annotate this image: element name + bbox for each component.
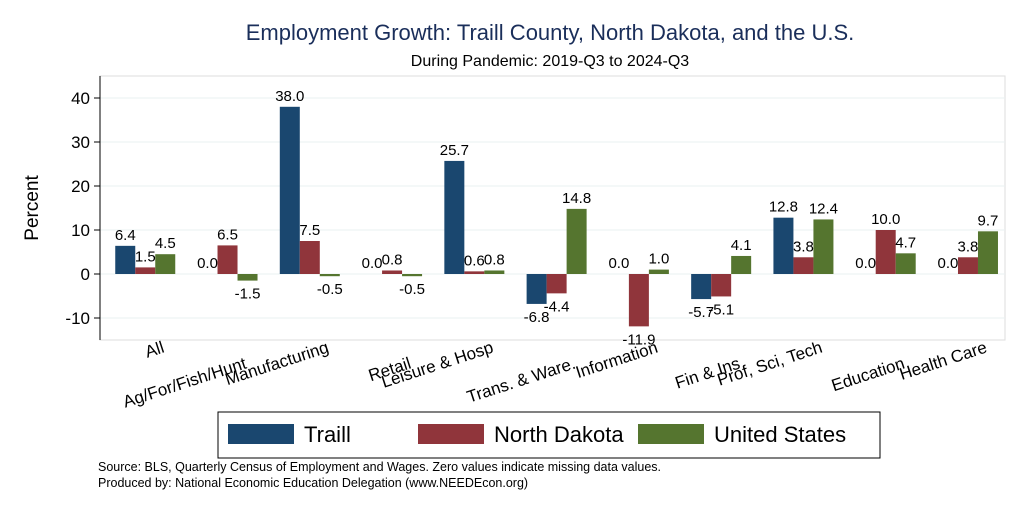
producer-note: Produced by: National Economic Education… xyxy=(98,476,528,490)
legend-box xyxy=(217,411,881,459)
data-label: 4.5 xyxy=(155,235,176,252)
bar-north-dakota xyxy=(382,270,403,274)
category-label: Trans. & Ware. xyxy=(464,354,577,407)
bar-north-dakota xyxy=(464,271,485,274)
bar-north-dakota xyxy=(546,274,567,294)
data-labels: 6.41.54.50.06.5-1.538.07.5-0.50.0 0.8-0.5… xyxy=(115,88,999,349)
data-label: 4.7 xyxy=(895,234,916,251)
data-label: 3.8 xyxy=(793,238,814,255)
category-label: Health Care xyxy=(897,338,989,384)
bar-north-dakota xyxy=(628,274,649,327)
legend-label: United States xyxy=(714,422,846,447)
data-label: 12.4 xyxy=(809,200,838,217)
data-label: 6.4 xyxy=(115,227,136,244)
data-label: 0.8 xyxy=(382,251,403,268)
bar-north-dakota xyxy=(957,257,978,274)
legend-label: North Dakota xyxy=(494,422,624,447)
y-ticks: -10 0 10 20 30 40 xyxy=(65,76,101,340)
category-label: Information xyxy=(573,338,660,382)
legend: Traill North Dakota United States xyxy=(217,411,881,459)
bar-united-states xyxy=(155,254,176,274)
data-label: -0.5 xyxy=(399,281,425,298)
y-axis-label: Percent xyxy=(22,175,43,241)
data-label: -5.7 xyxy=(688,304,714,321)
data-label: 0.0 xyxy=(197,255,218,272)
bar-united-states xyxy=(237,274,258,281)
data-label: 0.0 xyxy=(362,255,383,272)
y-tick-label: 20 xyxy=(71,177,90,196)
data-label: 38.0 xyxy=(275,88,304,105)
data-label: 25.7 xyxy=(440,142,469,159)
bar-united-states xyxy=(402,274,423,277)
data-label: 1.0 xyxy=(648,251,669,268)
bar-north-dakota xyxy=(793,257,814,274)
data-label: -0.5 xyxy=(317,281,343,298)
legend-label: Traill xyxy=(304,422,351,447)
data-label: -5.1 xyxy=(708,301,734,318)
bar-united-states xyxy=(813,219,834,274)
bar-united-states xyxy=(895,253,916,274)
y-tick-label: 40 xyxy=(71,89,90,108)
data-label: 6.5 xyxy=(217,226,238,243)
data-label: 1.5 xyxy=(135,248,156,265)
bar-united-states xyxy=(484,270,505,274)
data-label: 0.6 xyxy=(464,252,485,269)
data-label: 0.0 xyxy=(608,255,629,272)
chart-title: Employment Growth: Traill County, North … xyxy=(246,20,855,45)
bar-north-dakota xyxy=(299,241,320,274)
source-note: Source: BLS, Quarterly Census of Employm… xyxy=(98,460,661,474)
legend-swatch xyxy=(638,424,704,444)
data-label: -4.4 xyxy=(544,298,570,315)
data-label: -11.9 xyxy=(622,331,655,348)
data-label: 7.5 xyxy=(299,222,320,239)
data-label: 14.8 xyxy=(562,190,591,207)
bar-north-dakota xyxy=(875,230,896,274)
bar-traill xyxy=(444,160,465,274)
data-label: 12.8 xyxy=(769,199,798,216)
bar-united-states xyxy=(566,208,587,274)
bar-united-states xyxy=(648,269,669,274)
bar-traill xyxy=(691,274,712,300)
bar-traill xyxy=(526,274,547,304)
data-label: -6.8 xyxy=(524,309,550,326)
bar-north-dakota xyxy=(711,274,732,297)
bar-united-states xyxy=(731,255,752,274)
bars xyxy=(115,106,998,327)
y-tick-label: -10 xyxy=(65,309,90,328)
category-label: Education xyxy=(829,354,907,395)
data-label: -1.5 xyxy=(235,286,261,303)
y-tick-label: 30 xyxy=(71,133,90,152)
legend-swatch xyxy=(418,424,484,444)
bar-north-dakota xyxy=(135,267,156,274)
data-label: 9.7 xyxy=(978,212,999,229)
bar-traill xyxy=(115,245,136,274)
bar-north-dakota xyxy=(217,245,238,274)
y-tick-label: 0 xyxy=(81,265,90,284)
bar-united-states xyxy=(977,231,998,274)
data-label: 10.0 xyxy=(871,211,900,228)
y-tick-label: 10 xyxy=(71,221,90,240)
data-label: 4.1 xyxy=(731,237,752,254)
category-label: All xyxy=(143,338,167,362)
data-label: 0.0 xyxy=(938,255,959,272)
legend-swatch xyxy=(228,424,294,444)
data-label: 0.8 xyxy=(484,251,505,268)
bar-united-states xyxy=(319,274,340,277)
data-label: 0.0 xyxy=(855,255,876,272)
chart-subtitle: During Pandemic: 2019-Q3 to 2024-Q3 xyxy=(411,53,689,70)
plot-area xyxy=(99,75,1006,341)
bar-traill xyxy=(279,106,300,274)
bar-traill xyxy=(773,217,794,274)
data-label: 3.8 xyxy=(958,238,979,255)
